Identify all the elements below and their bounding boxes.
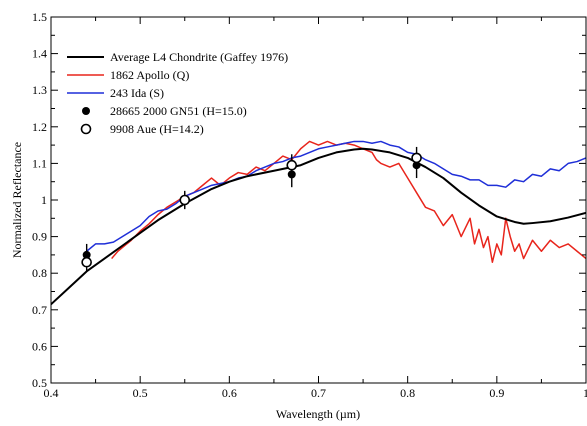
y-tick-label: 1.1	[32, 156, 47, 170]
data-points	[81, 146, 422, 272]
y-axis-title: Normalized Reflectance	[10, 142, 24, 258]
legend-label: Average L4 Chondrite (Gaffey 1976)	[110, 50, 288, 64]
y-tick-label: 1	[41, 193, 47, 207]
series-line-0	[51, 147, 586, 306]
y-tick-label: 0.7	[32, 303, 47, 317]
data-point-open	[411, 152, 422, 164]
series-line-2	[86, 140, 586, 252]
legend-swatch-filled-circle	[82, 107, 90, 115]
y-tick-label: 0.6	[32, 339, 47, 353]
legend: Average L4 Chondrite (Gaffey 1976) 1862 A…	[67, 50, 288, 136]
legend-label: 243 Ida (S)	[110, 86, 164, 100]
legend-label: 28665 2000 GN51 (H=15.0)	[110, 104, 247, 118]
legend-swatch-open-circle	[80, 123, 92, 135]
data-point-open	[179, 194, 191, 206]
y-tick-label: 1.3	[32, 83, 47, 97]
data-point-open	[286, 159, 298, 171]
x-tick-label: 0.6	[222, 386, 237, 400]
y-tick-label: 0.5	[32, 376, 47, 390]
y-axis-title-group: Normalized Reflectance	[10, 142, 24, 258]
x-axis-title: Wavelength (µm)	[276, 407, 360, 421]
series-lines	[51, 140, 586, 306]
x-tick-label: 0.5	[133, 386, 148, 400]
y-tick-label: 1.5	[32, 10, 47, 24]
legend-label: 1862 Apollo (Q)	[110, 68, 189, 82]
y-tick-label: 0.9	[32, 230, 47, 244]
data-point-open	[81, 256, 92, 268]
x-tick-label: 0.4	[44, 386, 59, 400]
y-tick-label: 1.2	[32, 120, 47, 134]
x-tick-label: 0.8	[400, 386, 415, 400]
series-line-1	[111, 140, 586, 263]
x-tick-label: 1	[583, 386, 587, 400]
axis-ticks: 0.4 0.5 0.6 0.7 0.8 0.9 10.50.60.70.80.911.11.…	[32, 10, 587, 400]
y-tick-label: 0.8	[32, 266, 47, 280]
x-tick-label: 0.9	[489, 386, 504, 400]
x-tick-label: 0.7	[311, 386, 326, 400]
legend-label: 9908 Aue (H=14.2)	[110, 122, 204, 136]
y-tick-label: 1.4	[32, 47, 47, 61]
